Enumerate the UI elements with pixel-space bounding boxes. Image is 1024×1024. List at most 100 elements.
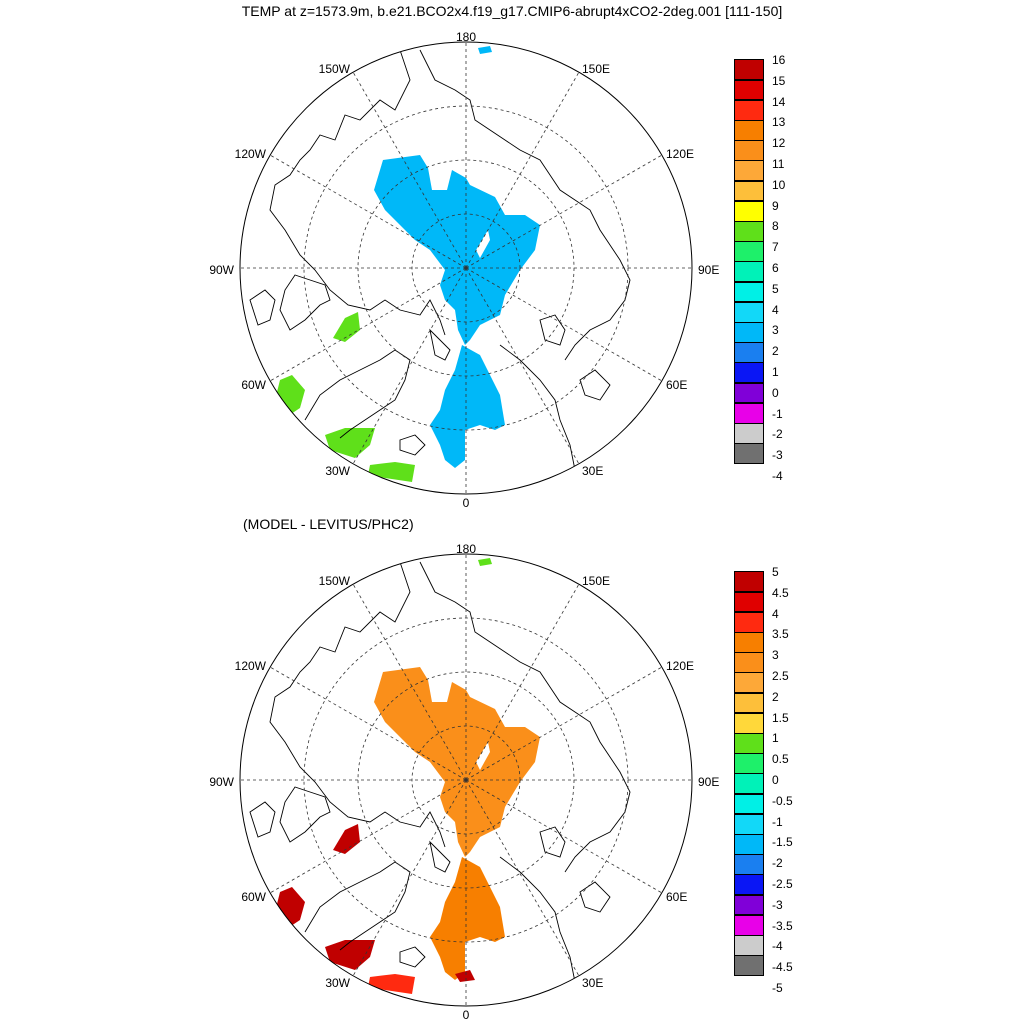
atlantic-patch-4 [368, 462, 415, 482]
graticule [240, 42, 692, 494]
colorbar-bottom-swatch-2 [734, 611, 764, 633]
atlantic-inflow-anomaly [430, 857, 505, 980]
top-polar-map: 180 150E 120E 90E 60E 30E 0 30W 60W 90W … [209, 30, 719, 510]
lon-label-150e: 150E [582, 574, 610, 588]
colorbar-top-label-12: 4 [772, 302, 779, 317]
colorbar-bottom-label-0: 5 [772, 565, 779, 579]
atlantic-patch-3 [325, 428, 375, 458]
colorbar-bottom-label-6: 2 [772, 689, 779, 704]
colorbar-bottom-swatch-14 [734, 854, 764, 876]
lon-label-180: 180 [456, 30, 476, 44]
colorbar-bottom-label-18: -4 [772, 939, 783, 954]
colorbar-bottom-label-3: 3.5 [772, 627, 789, 642]
colorbar-top-swatch-0 [734, 59, 764, 81]
map-boundary [239, 41, 693, 495]
colorbar-top-label-9: 7 [772, 240, 779, 255]
atlantic-patch-1 [333, 312, 360, 342]
colorbar-top-swatch-18 [734, 423, 764, 444]
colorbar-bottom-swatch-6 [734, 692, 764, 714]
colorbar-top-label-14: 2 [772, 344, 779, 359]
colorbar-bottom-swatch-10 [734, 773, 764, 795]
colorbar-top-label-16: 0 [772, 385, 779, 400]
colorbar-bottom-swatch-7 [734, 712, 764, 734]
arctic-temperature-region [374, 155, 540, 345]
colorbar-top-swatch-15 [734, 362, 764, 384]
lon-label-90w: 90W [209, 263, 234, 277]
warm-anomaly-patch-5 [455, 970, 475, 982]
colorbar-bottom-label-10: 0 [772, 773, 779, 787]
colorbar-bottom-swatch-5 [734, 672, 764, 694]
colorbar-bottom-label-14: -2 [772, 856, 783, 871]
graticule [240, 554, 692, 1006]
colorbar-top-label-7: 9 [772, 198, 779, 213]
colorbar-bottom-swatch-11 [734, 793, 764, 815]
colorbar-top-label-17: -1 [772, 406, 783, 421]
colorbar-top-label-11: 5 [772, 281, 779, 296]
colorbar-bottom-swatch-9 [734, 753, 764, 775]
lon-label-180: 180 [456, 542, 476, 556]
colorbar-bottom-label-7: 1.5 [772, 710, 789, 725]
colorbar-top-swatch-3 [734, 120, 764, 141]
colorbar-bottom-swatch-18 [734, 935, 764, 956]
colorbar-top-swatch-9 [734, 241, 764, 263]
colorbar-top-swatch-11 [734, 281, 764, 303]
colorbar-top-label-2: 14 [772, 94, 786, 109]
colorbar-bottom-swatch-17 [734, 914, 764, 936]
warm-anomaly-patch-3 [325, 940, 375, 970]
colorbar-bottom-label-17: -3.5 [772, 918, 793, 933]
colorbar-bottom-swatch-12 [734, 813, 764, 835]
colorbar-bottom-label-4: 3 [772, 648, 779, 663]
lon-label-0: 0 [463, 1008, 470, 1022]
colorbar-bottom-label-16: -3 [772, 897, 783, 912]
lon-label-30w: 30W [325, 464, 350, 478]
colorbar-top-label-18: -2 [772, 427, 783, 442]
colorbar-top [734, 59, 764, 465]
colorbar-bottom-label-11: -0.5 [772, 793, 793, 808]
lon-label-60e: 60E [666, 890, 687, 904]
colorbar-bottom-swatch-15 [734, 874, 764, 896]
colorbar-top-label-3: 13 [772, 115, 786, 130]
colorbar-top-swatch-16 [734, 382, 764, 404]
lon-label-90e: 90E [698, 263, 719, 277]
colorbar-top-swatch-12 [734, 301, 764, 323]
colorbar-bottom-swatch-19 [734, 955, 764, 977]
colorbar-bottom-label-5: 2.5 [772, 669, 789, 683]
colorbar-bottom-label-9: 0.5 [772, 752, 789, 767]
eurasian-basin-anomaly [374, 667, 540, 857]
colorbar-top-swatch-2 [734, 99, 764, 121]
colorbar-top-swatch-13 [734, 322, 764, 343]
colorbar-bottom-label-12: -1 [772, 814, 783, 829]
colorbar-top-swatch-6 [734, 180, 764, 202]
warm-anomaly-patch-4 [368, 974, 415, 994]
colorbar-top-label-19: -3 [772, 448, 783, 463]
colorbar-top-label-20: -4 [772, 469, 783, 483]
lon-label-150w: 150W [319, 574, 351, 588]
colorbar-top-swatch-5 [734, 160, 764, 182]
colorbar-top-swatch-7 [734, 200, 764, 222]
colorbar-top-label-1: 15 [772, 73, 786, 88]
colorbar-bottom-swatch-0 [734, 571, 764, 593]
colorbar-bottom-label-8: 1 [772, 731, 779, 746]
lon-label-60w: 60W [241, 378, 266, 392]
colorbar-top-label-8: 8 [772, 219, 779, 234]
lon-label-150e: 150E [582, 62, 610, 76]
colorbar-bottom-label-2: 4 [772, 606, 779, 621]
lon-label-30e: 30E [582, 464, 603, 478]
colorbar-top-label-15: 1 [772, 365, 779, 379]
lon-label-30e: 30E [582, 976, 603, 990]
colorbar-bottom-label-1: 4.5 [772, 585, 789, 600]
colorbar-top-label-5: 11 [772, 157, 785, 171]
colorbar-top-swatch-19 [734, 443, 764, 465]
colorbar-bottom-label-19: -4.5 [772, 960, 793, 975]
colorbar-bottom-swatch-1 [734, 591, 764, 613]
colorbar-top-swatch-10 [734, 261, 764, 283]
colorbar-bottom-swatch-4 [734, 652, 764, 674]
lon-label-60e: 60E [666, 378, 687, 392]
colorbar-top-label-4: 12 [772, 136, 786, 151]
colorbar-top-swatch-14 [734, 342, 764, 364]
lon-label-60w: 60W [241, 890, 266, 904]
colorbar-bottom-label-13: -1.5 [772, 835, 793, 850]
colorbar-bottom-label-15: -2.5 [772, 877, 793, 891]
bottom-polar-map: 180 150E 120E 90E 60E 30E 0 30W 60W 90W … [209, 542, 719, 1022]
lon-label-30w: 30W [325, 976, 350, 990]
